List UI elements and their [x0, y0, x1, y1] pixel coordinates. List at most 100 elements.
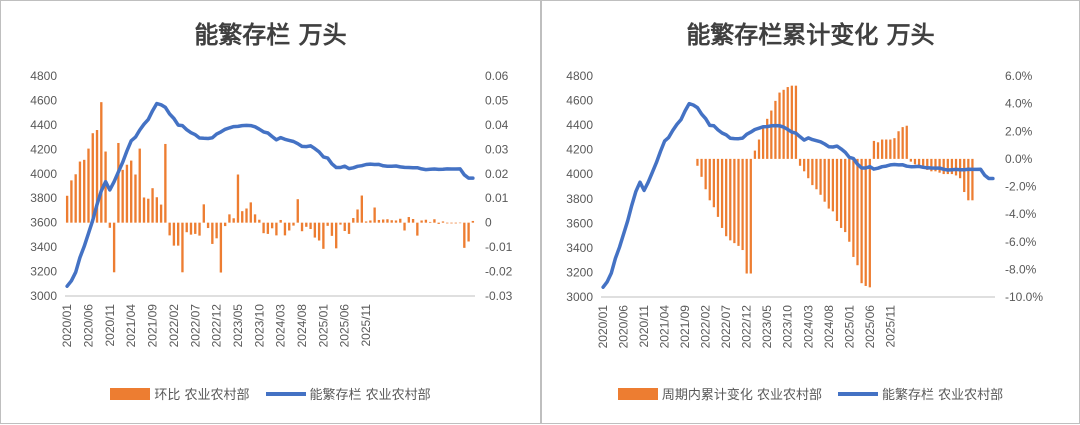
legend-label-bar: 环比 农业农村部	[154, 388, 250, 403]
bar	[729, 158, 732, 241]
bar	[249, 202, 252, 223]
legend: 周期内累计变化 农业农村部 能繁存栏 农业农村部	[542, 384, 1079, 403]
bar	[288, 222, 291, 231]
bar	[950, 158, 954, 175]
x-tick-label: 2025/11	[359, 304, 373, 347]
y-right-tick-label: -2.0%	[1005, 180, 1037, 194]
x-tick-label: 2024/08	[822, 305, 836, 349]
y-right-tick-label: 0.06	[485, 69, 509, 83]
bar	[181, 222, 184, 273]
bar	[803, 158, 806, 172]
y-right-tick-label: -6.0%	[1005, 235, 1037, 249]
bar	[65, 195, 69, 223]
bar	[737, 158, 740, 246]
bar	[831, 158, 835, 212]
bar	[147, 198, 150, 223]
bar	[433, 219, 436, 223]
bar	[330, 222, 334, 236]
bar	[864, 158, 867, 286]
bar	[198, 222, 201, 236]
y-right-tick-label: -0.01	[485, 240, 513, 254]
bar	[206, 222, 210, 229]
legend-label-line: 能繁存栏 农业农村部	[882, 388, 1004, 403]
x-tick-label: 2025/11	[883, 305, 897, 348]
y-left-tick-label: 3200	[30, 265, 57, 279]
bar	[471, 220, 475, 223]
bar	[819, 158, 822, 195]
x-tick-label: 2022/02	[167, 304, 181, 348]
bar	[151, 188, 154, 223]
x-tick-label: 2024/03	[801, 305, 815, 349]
bar	[922, 158, 925, 169]
bar	[868, 158, 871, 288]
x-tick-label: 2025/01	[316, 304, 330, 348]
series-line	[601, 101, 995, 289]
bar	[844, 158, 847, 233]
bar	[774, 100, 777, 159]
y-right-tick-label: 0.01	[485, 191, 509, 205]
bar	[236, 174, 240, 223]
bar	[823, 158, 826, 202]
chart-right-svg: 4800 4600 4400 4200 4000 3800 3600 3400 3200 3000…	[566, 69, 1043, 349]
x-tick-label: 2022/12	[740, 305, 754, 349]
x-tick-label: 2021/09	[678, 305, 692, 349]
bar	[382, 219, 385, 223]
x-tick-label: 2021/09	[146, 304, 160, 348]
bar	[917, 158, 921, 168]
bar	[946, 158, 949, 175]
bar	[700, 158, 703, 177]
bar	[411, 219, 415, 223]
y-left-tick-label: 4600	[566, 94, 593, 108]
y-right-tick-label: 0.03	[485, 142, 509, 156]
x-tick-label: 2023/10	[781, 305, 795, 349]
y-right-tick-label: 6.0%	[1005, 69, 1033, 83]
bar	[938, 158, 941, 173]
x-tick-label: 2022/12	[210, 304, 224, 348]
bar	[766, 118, 769, 159]
bar	[463, 222, 466, 248]
bar	[296, 199, 299, 223]
bar	[112, 222, 116, 273]
bar	[696, 158, 699, 166]
y-left-tick-label: 3600	[30, 216, 57, 230]
x-tick-label: 2025/01	[842, 305, 856, 349]
y-right-tick-label: 0.04	[485, 118, 509, 132]
bar	[753, 150, 757, 159]
y-left-tick-label: 4800	[566, 69, 593, 83]
bar	[467, 222, 470, 242]
bar	[386, 219, 389, 223]
bar	[313, 222, 317, 238]
bar	[794, 85, 798, 159]
bar	[905, 125, 908, 159]
bar	[428, 221, 432, 223]
x-tick-label: 2020/06	[82, 304, 96, 348]
bar	[716, 158, 720, 217]
bar	[860, 158, 863, 284]
bar	[279, 219, 282, 223]
bar	[798, 158, 802, 166]
bar	[223, 222, 227, 227]
bar	[369, 220, 372, 223]
legend-item-bar[interactable]: 周期内累计变化 农业农村部	[617, 384, 822, 403]
legend-label-line: 能繁存栏 农业农村部	[309, 388, 431, 403]
bar	[202, 204, 205, 223]
legend-item-bar[interactable]: 环比 农业农村部	[110, 384, 250, 403]
bar	[913, 158, 917, 165]
bar	[168, 222, 171, 236]
x-tick-label: 2020/01	[60, 304, 74, 348]
bar	[930, 158, 933, 172]
bar	[117, 142, 120, 223]
legend-item-line[interactable]: 能繁存栏 农业农村部	[838, 384, 1003, 403]
legend-item-line[interactable]: 能繁存栏 农业农村部	[265, 384, 431, 403]
bar	[761, 128, 765, 159]
bar	[241, 211, 244, 223]
bar	[245, 208, 248, 223]
x-tick-label: 2023/05	[760, 305, 774, 349]
bar	[322, 222, 325, 249]
y-right-tick-label: -0.03	[485, 289, 513, 303]
bar	[876, 142, 880, 159]
bar	[416, 222, 419, 236]
chart-panel-left: 能繁存栏 万头 4800 4600 4400 4200 4000 3800 3600 3400…	[0, 0, 541, 424]
y-left-tick-label: 3000	[566, 290, 593, 304]
chart-title: 能繁存栏累计变化 万头	[686, 21, 935, 49]
